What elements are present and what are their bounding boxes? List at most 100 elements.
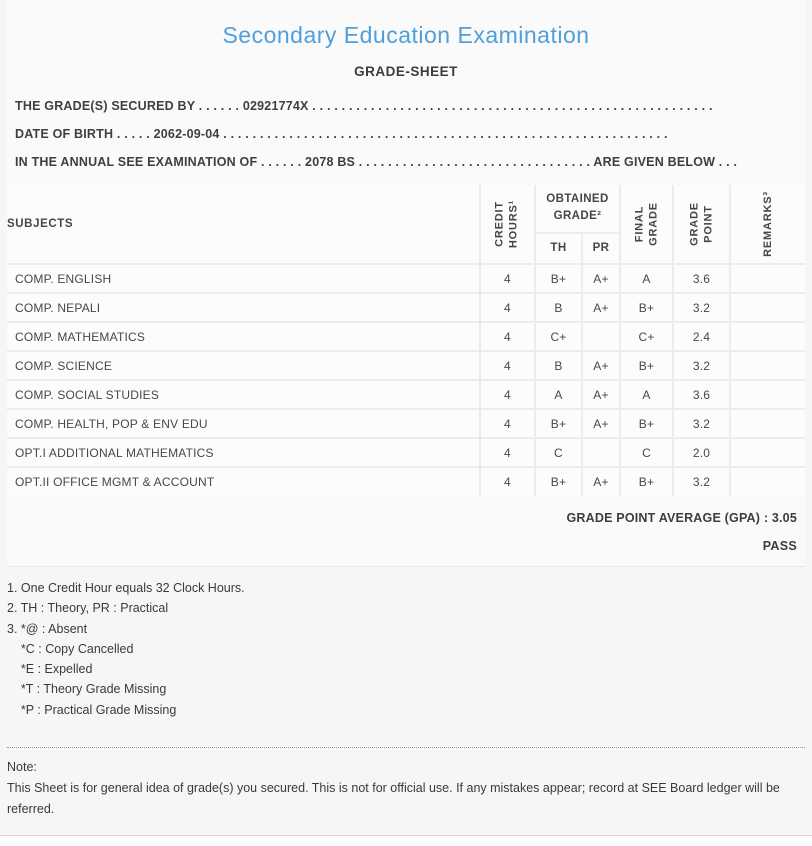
table-row: COMP. SOCIAL STUDIES 4 A A+ A 3.6 — [6, 379, 806, 410]
final-grade-cell: C+ — [619, 321, 674, 352]
credit-hours-cell: 4 — [478, 321, 536, 352]
header-grade-point-label: GRADE POINT — [688, 202, 715, 246]
exam-year-value: 2078 BS — [305, 155, 356, 169]
credit-hours-cell: 4 — [478, 437, 536, 468]
footnote-line: 2. TH : Theory, PR : Practical — [7, 601, 169, 616]
header-grade-point: GRADE POINT — [672, 184, 731, 265]
subject-cell: COMP. NEPALI — [6, 292, 481, 323]
dot-leader: . . . . . . — [195, 99, 243, 113]
practical-grade-cell: A+ — [580, 408, 622, 439]
grade-point-cell: 3.2 — [672, 466, 731, 497]
grade-point-cell: 3.6 — [672, 379, 731, 410]
practical-grade-cell: A+ — [580, 466, 622, 497]
note-label: Note: — [7, 760, 37, 775]
note-section: Note: This Sheet is for general idea of … — [7, 747, 805, 835]
gpa-line: GRADE POINT AVERAGE (GPA) : 3.05 — [566, 511, 797, 525]
subject-cell: OPT.I ADDITIONAL MATHEMATICS — [6, 437, 481, 468]
theory-grade-cell: B+ — [533, 263, 583, 294]
theory-grade-cell: B+ — [533, 408, 583, 439]
header-obtained-grade: OBTAINED GRADE² — [533, 184, 622, 234]
footnote-line: 1. One Credit Hour equals 32 Clock Hours… — [7, 581, 245, 595]
header-practical: PR — [580, 231, 622, 266]
remarks-cell — [729, 321, 806, 352]
final-grade-cell: A — [619, 379, 674, 410]
header-remarks: REMARKS³ — [729, 184, 806, 265]
header-subjects: SUBJECTS — [6, 184, 481, 265]
grade-point-cell: 2.0 — [672, 437, 731, 468]
grades-table: SUBJECTS CREDIT HOURS¹ OBTAINED GRADE² F… — [6, 184, 806, 497]
practical-grade-cell — [580, 437, 622, 468]
footnotes: 1. One Credit Hour equals 32 Clock Hours… — [7, 567, 805, 720]
practical-grade-cell: A+ — [580, 263, 622, 294]
remarks-cell — [729, 379, 806, 410]
table-row: COMP. ENGLISH 4 B+ A+ A 3.6 — [6, 263, 806, 294]
footnote-line: *C : Copy Cancelled — [7, 641, 134, 656]
dot-leader: . . . . . . . . . . . . . . . . . . . . … — [219, 127, 668, 141]
grade-point-cell: 3.2 — [672, 350, 731, 381]
final-grade-cell: B+ — [619, 350, 674, 381]
footnote-line: *P : Practical Grade Missing — [7, 702, 177, 717]
credit-hours-cell: 4 — [478, 350, 536, 381]
final-grade-cell: B+ — [619, 408, 674, 439]
dot-leader: . . . . . — [113, 127, 154, 141]
subject-cell: OPT.II OFFICE MGMT & ACCOUNT — [6, 466, 481, 497]
result-status: PASS — [762, 539, 797, 553]
table-row: COMP. MATHEMATICS 4 C+ C+ 2.4 — [6, 321, 806, 352]
theory-grade-cell: C — [533, 437, 583, 468]
field-suffix: ARE GIVEN BELOW . . . — [593, 155, 738, 169]
credit-hours-cell: 4 — [478, 263, 536, 294]
remarks-cell — [729, 466, 806, 497]
grade-point-cell: 3.2 — [672, 408, 731, 439]
final-grade-cell: B+ — [619, 292, 674, 323]
table-row: OPT.I ADDITIONAL MATHEMATICS 4 C C 2.0 — [6, 437, 806, 468]
grades-table-header: SUBJECTS CREDIT HOURS¹ OBTAINED GRADE² F… — [6, 184, 806, 266]
page-subtitle: GRADE-SHEET — [354, 64, 458, 79]
note-text: This Sheet is for general idea of grade(… — [7, 781, 780, 817]
date-of-birth-value: 2062-09-04 — [153, 127, 220, 141]
theory-grade-cell: B+ — [533, 466, 583, 497]
footnote-line: *E : Expelled — [7, 662, 93, 677]
table-row: OPT.II OFFICE MGMT & ACCOUNT 4 B+ A+ B+ … — [6, 466, 806, 497]
subject-cell: COMP. HEALTH, POP & ENV EDU — [6, 408, 481, 439]
field-label: THE GRADE(S) SECURED BY — [15, 99, 196, 113]
table-row: COMP. NEPALI 4 B A+ B+ 3.2 — [6, 292, 806, 323]
page-title: Secondary Education Examination — [222, 22, 590, 48]
subject-cell: COMP. SCIENCE — [6, 350, 481, 381]
remarks-cell — [729, 263, 806, 294]
header-credit-hours-label: CREDIT HOURS¹ — [494, 199, 521, 249]
result-summary: GRADE POINT AVERAGE (GPA) : 3.05 PASS — [7, 496, 805, 566]
footnote-line: 3. *@ : Absent — [7, 621, 88, 636]
symbol-number-value: 02921774X — [242, 99, 309, 113]
remarks-cell — [729, 437, 806, 468]
credit-hours-cell: 4 — [478, 292, 536, 323]
field-label: IN THE ANNUAL SEE EXAMINATION OF — [15, 155, 258, 169]
subject-cell: COMP. ENGLISH — [6, 263, 481, 294]
practical-grade-cell: A+ — [580, 292, 622, 323]
practical-grade-cell: A+ — [580, 379, 622, 410]
credit-hours-cell: 4 — [478, 379, 536, 410]
theory-grade-cell: A — [533, 379, 583, 410]
grades-table-body: COMP. ENGLISH 4 B+ A+ A 3.6 COMP. NEPALI… — [6, 263, 806, 497]
table-row: COMP. SCIENCE 4 B A+ B+ 3.2 — [6, 350, 806, 381]
grade-point-cell: 2.4 — [672, 321, 731, 352]
header-credit-hours: CREDIT HOURS¹ — [478, 184, 536, 265]
final-grade-cell: A — [619, 263, 674, 294]
grade-point-cell: 3.2 — [672, 292, 731, 323]
practical-grade-cell — [580, 321, 622, 352]
field-label: DATE OF BIRTH — [15, 127, 114, 141]
remarks-cell — [729, 408, 806, 439]
final-grade-cell: C — [619, 437, 674, 468]
remarks-cell — [729, 292, 806, 323]
dot-leader: . . . . . . . . . . . . . . . . . . . . … — [355, 155, 594, 169]
final-grade-cell: B+ — [619, 466, 674, 497]
header-remarks-label: REMARKS³ — [761, 191, 774, 257]
sheet-main: Secondary Education Examination GRADE-SH… — [6, 0, 806, 567]
subject-cell: COMP. SOCIAL STUDIES — [6, 379, 481, 410]
header-final-grade-label: FINAL GRADE — [633, 202, 660, 246]
field-line-date-of-birth: DATE OF BIRTH . . . . . 2062-09-04 . . .… — [15, 120, 795, 148]
remarks-cell — [729, 350, 806, 381]
theory-grade-cell: B — [533, 350, 583, 381]
theory-grade-cell: C+ — [533, 321, 583, 352]
subject-cell: COMP. MATHEMATICS — [6, 321, 481, 352]
